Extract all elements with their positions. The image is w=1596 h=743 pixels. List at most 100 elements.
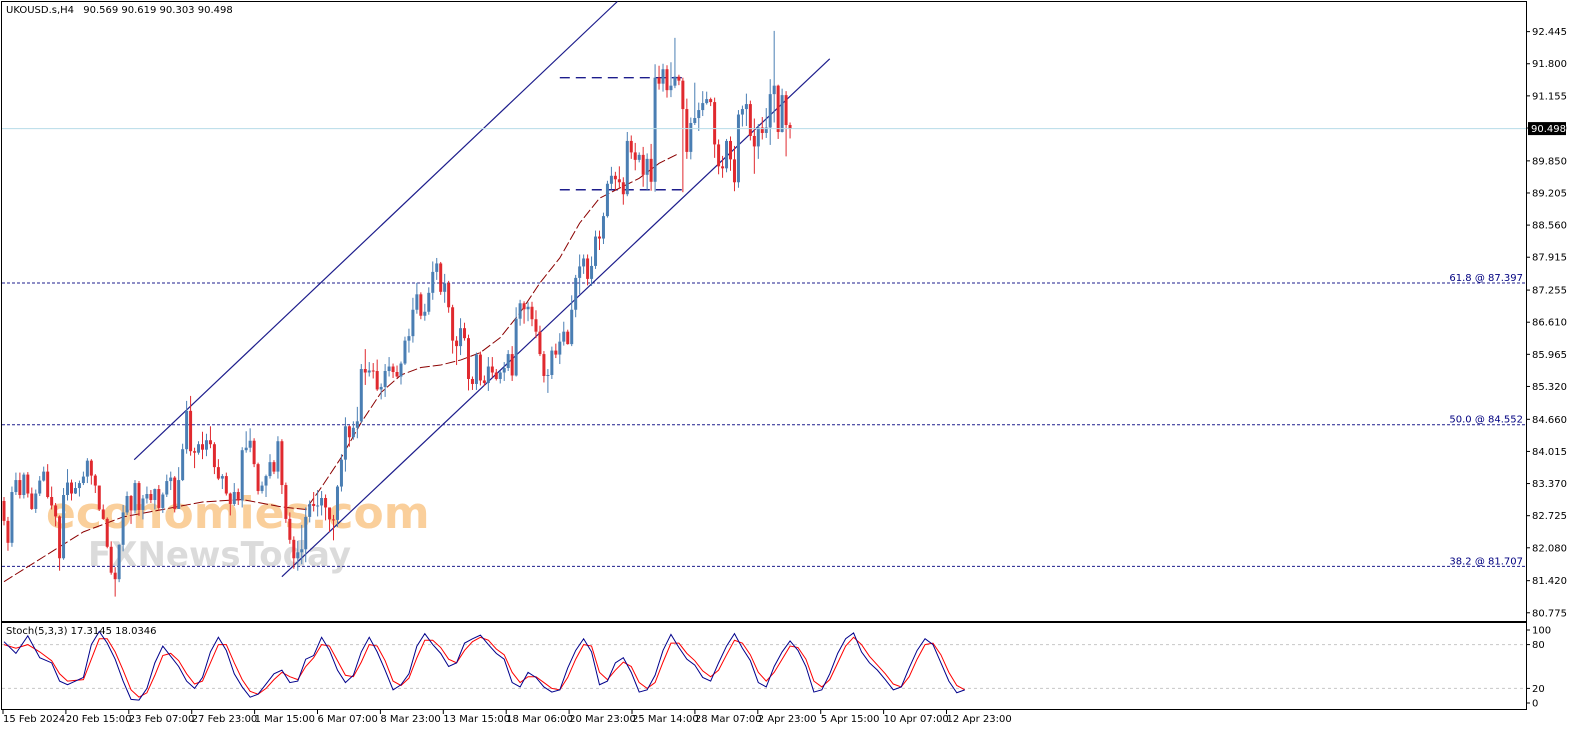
candle-body: [26, 474, 30, 494]
candle-body: [490, 366, 494, 373]
candle-body: [216, 467, 220, 479]
candle-body: [347, 426, 351, 438]
moving-average-line: [3, 152, 680, 583]
candle-body: [649, 158, 653, 182]
candle-body: [673, 76, 677, 86]
candle-body: [693, 118, 697, 124]
candle-body: [280, 441, 284, 486]
candle-body: [193, 451, 197, 453]
candle-body: [506, 354, 510, 369]
price-tick-label-8: 87.255: [1532, 286, 1567, 297]
candle-3: [14, 472, 18, 496]
candle-179: [713, 97, 717, 158]
candle-body: [304, 516, 308, 550]
candle-body: [558, 341, 562, 355]
candle-body: [478, 354, 482, 381]
candle-body: [153, 489, 157, 500]
candle-47: [189, 395, 193, 456]
moving-average: [3, 152, 680, 583]
candle-body: [705, 99, 709, 104]
candle-170: [677, 74, 681, 86]
candle-body: [208, 440, 212, 445]
candle-111: [443, 273, 447, 303]
candle-body: [328, 507, 332, 520]
current-price: 90.498: [2, 122, 1566, 136]
candle-body: [42, 471, 46, 481]
candle-71: [284, 482, 288, 523]
price-tick-label-2: 91.155: [1532, 91, 1567, 102]
candle-177: [705, 91, 709, 105]
candle-body: [62, 495, 66, 559]
candle-149: [594, 230, 598, 269]
candle-118: [470, 376, 474, 390]
candle-body: [613, 175, 617, 180]
candle-107: [427, 287, 431, 315]
candle-body: [732, 159, 736, 183]
candle-body: [633, 152, 637, 160]
candle-82: [328, 507, 332, 532]
time-tick-label-11: 28 Mar 07:00: [695, 714, 762, 725]
candle-164: [653, 64, 657, 192]
candle-14: [58, 515, 62, 571]
candle-body: [387, 366, 391, 372]
candle-78: [312, 492, 316, 512]
candle-body: [637, 154, 641, 160]
main-chart-frame: [1, 1, 1527, 622]
symbol-header: UKOUSD.s,H4 90.569 90.619 90.303 90.498: [6, 5, 233, 16]
candle-49: [197, 441, 201, 455]
candle-body: [81, 476, 85, 484]
time-tick-label-4: 1 Mar 15:00: [255, 714, 315, 725]
candle-106: [423, 303, 427, 321]
candle-80: [320, 491, 324, 516]
candle-110: [439, 261, 443, 295]
candle-195: [776, 84, 780, 139]
candle-148: [590, 256, 594, 286]
stoch-signal-line: [3, 636, 965, 698]
candle-body: [590, 265, 594, 279]
candle-body: [73, 488, 77, 494]
candle-body: [2, 500, 6, 521]
candle-body: [502, 368, 506, 373]
candle-33: [133, 480, 137, 514]
candle-5: [22, 472, 26, 499]
candle-114: [455, 336, 459, 366]
candle-64: [256, 462, 260, 495]
fib-label-2: 38.2 @ 81.707: [1449, 556, 1523, 567]
candle-13: [54, 502, 58, 527]
candle-body: [149, 494, 153, 500]
candle-32: [129, 495, 133, 524]
candle-body: [272, 462, 276, 472]
time-tick-label-13: 5 Apr 15:00: [821, 714, 880, 725]
candle-body: [474, 354, 478, 384]
candle-body: [367, 370, 371, 373]
fib-label-0: 61.8 @ 87.397: [1449, 273, 1523, 284]
candle-99: [395, 365, 399, 378]
candle-60: [240, 447, 244, 508]
candle-body: [645, 158, 649, 175]
candle-120: [478, 351, 482, 386]
candle-body: [89, 460, 93, 476]
time-tick-label-6: 8 Mar 23:00: [380, 714, 440, 725]
candle-59: [236, 488, 240, 505]
price-tick-label-11: 85.320: [1532, 382, 1567, 393]
stoch-header: Stoch(5,3,3) 17.3145 18.0346: [6, 626, 157, 637]
channel-upper: [133, 1, 618, 461]
candle-body: [748, 104, 752, 136]
candle-body: [784, 95, 788, 126]
candle-22: [89, 459, 93, 485]
candle-125: [498, 371, 502, 384]
time-tick-label-9: 20 Mar 23:00: [569, 714, 636, 725]
candle-body: [546, 374, 550, 376]
candle-146: [582, 254, 586, 274]
candle-70: [280, 439, 284, 495]
candle-body: [494, 372, 498, 379]
candle-body: [776, 85, 780, 132]
candle-10: [42, 466, 46, 482]
candle-85: [339, 454, 343, 492]
candle-167: [665, 65, 669, 98]
candle-168: [669, 62, 673, 98]
candle-body: [780, 95, 784, 132]
price-tick-label-12: 84.660: [1532, 415, 1567, 426]
candle-body: [582, 258, 586, 267]
